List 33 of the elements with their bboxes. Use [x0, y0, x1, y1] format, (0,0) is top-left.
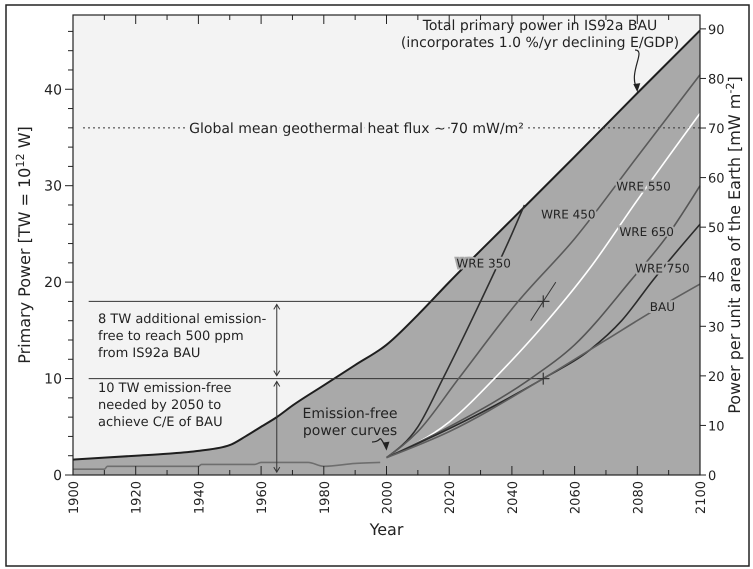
y2-tick-label: 0: [708, 469, 716, 484]
annotation: 8 TW additional emission- free to reach 500 ppm from IS92a BAU: [98, 312, 267, 361]
annotation: Total primary power in IS92a BAU (incorporates 1.0 %/yr declining E/GDP): [400, 18, 680, 51]
x-tick-label: 2080: [631, 481, 646, 514]
x-tick-label: 1940: [192, 481, 208, 514]
x-tick-label: 2100: [694, 481, 709, 514]
x-axis-title: Year: [368, 520, 404, 539]
x-tick-label: 2060: [568, 481, 584, 514]
x-tick-label: 2040: [506, 481, 521, 514]
y-tick-label: 0: [53, 468, 62, 484]
y2-tick-label: 70: [708, 122, 725, 138]
x-tick-label: 1920: [130, 481, 145, 514]
y2-tick-label: 80: [708, 72, 725, 88]
x-tick-label: 1960: [255, 481, 270, 514]
series-label: WRE 550: [616, 180, 671, 194]
y2-tick-label: 90: [708, 22, 725, 38]
y-tick-label: 20: [44, 275, 62, 292]
y2-tick-label: 10: [708, 419, 725, 434]
annotation: Emission-free power curves: [302, 406, 398, 439]
y-tick-label: 30: [44, 178, 62, 195]
y2-tick-label: 20: [708, 370, 725, 385]
x-tick-label: 1900: [67, 481, 82, 514]
y-tick-label: 10: [44, 372, 62, 388]
x-tick-label: 2000: [380, 481, 396, 514]
y2-tick-label: 60: [708, 172, 725, 187]
ref-line-label: Global mean geothermal heat flux ~ 70 mW/m²: [189, 120, 524, 137]
x-tick-label: 1980: [318, 481, 333, 514]
y2-tick-label: 50: [708, 221, 725, 236]
x-tick-label: 2020: [443, 481, 458, 514]
annotation: 10 TW emission-free needed by 2050 to achieve C/E of BAU: [98, 381, 232, 430]
y2-tick-label: 30: [708, 320, 725, 336]
y2-tick-label: 40: [708, 270, 725, 286]
y-tick-label: 40: [44, 82, 62, 98]
